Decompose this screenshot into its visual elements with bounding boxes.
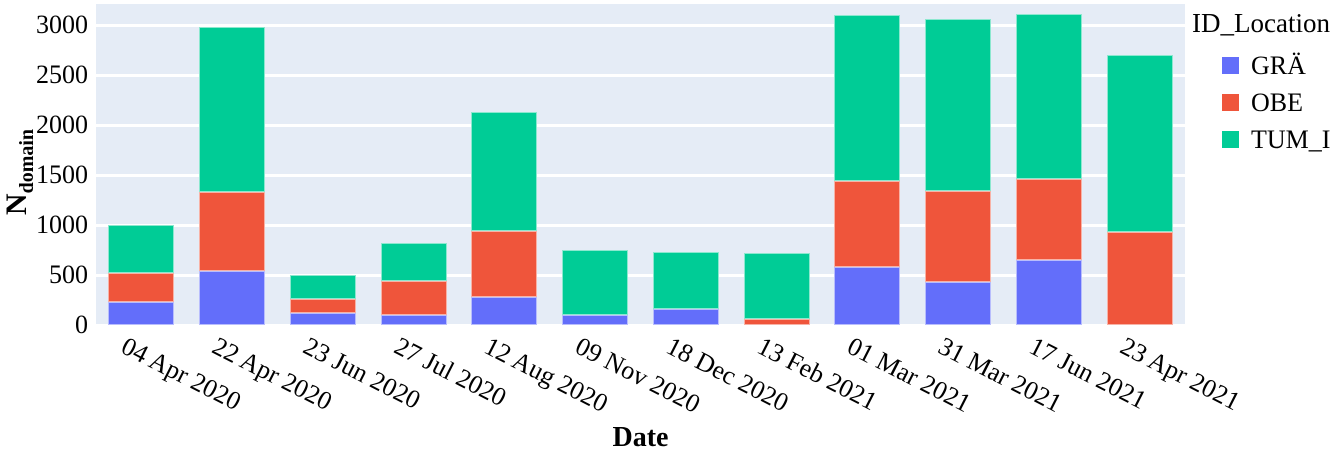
bar-segment-tum-i[interactable] bbox=[834, 15, 901, 181]
legend: ID_Location GRÄ OBE TUM_I bbox=[1192, 8, 1330, 158]
legend-item-label: OBE bbox=[1251, 87, 1303, 117]
legend-title: ID_Location bbox=[1192, 8, 1330, 38]
y-tick-label: 2000 bbox=[36, 110, 88, 139]
bar-segment-obe[interactable] bbox=[380, 281, 447, 315]
bar-segment-obe[interactable] bbox=[925, 191, 992, 282]
bar-segment-obe[interactable] bbox=[1015, 179, 1082, 260]
bar-segment-tum-i[interactable] bbox=[108, 225, 175, 273]
bar-segment-gr-[interactable] bbox=[289, 312, 356, 325]
bar-segment-obe[interactable] bbox=[743, 318, 810, 325]
bar-segment-gr-[interactable] bbox=[1015, 260, 1082, 325]
bar-segment-tum-i[interactable] bbox=[199, 27, 266, 192]
legend-item-label: TUM_I bbox=[1251, 124, 1331, 154]
legend-items: GRÄ OBE TUM_I bbox=[1192, 47, 1330, 158]
bar-segment-gr-[interactable] bbox=[562, 315, 629, 325]
bar-segment-gr-[interactable] bbox=[108, 302, 175, 325]
legend-item-gr-[interactable]: GRÄ bbox=[1192, 47, 1330, 84]
legend-item-tum-i[interactable]: TUM_I bbox=[1192, 121, 1330, 158]
legend-swatch-icon bbox=[1222, 57, 1239, 74]
bar-segment-tum-i[interactable] bbox=[562, 249, 629, 315]
x-axis-title: Date bbox=[612, 422, 669, 453]
grid-line bbox=[96, 173, 1185, 177]
bar-segment-gr-[interactable] bbox=[380, 315, 447, 325]
bar-segment-gr-[interactable] bbox=[199, 271, 266, 325]
bar-segment-obe[interactable] bbox=[108, 273, 175, 302]
y-tick-label: 1500 bbox=[36, 160, 88, 189]
y-tick-label: 500 bbox=[49, 260, 88, 289]
y-tick-label: 1000 bbox=[36, 210, 88, 239]
grid-line bbox=[96, 323, 1185, 327]
grid-line bbox=[96, 73, 1185, 77]
bar-segment-obe[interactable] bbox=[199, 192, 266, 271]
bar-segment-tum-i[interactable] bbox=[289, 275, 356, 299]
bar-segment-gr-[interactable] bbox=[834, 266, 901, 325]
grid-line bbox=[96, 273, 1185, 277]
bar-segment-gr-[interactable] bbox=[925, 282, 992, 325]
y-tick-label: 0 bbox=[75, 310, 88, 339]
bar-segment-tum-i[interactable] bbox=[471, 112, 538, 231]
legend-item-obe[interactable]: OBE bbox=[1192, 84, 1330, 121]
bar-segment-obe[interactable] bbox=[289, 298, 356, 313]
bar-segment-tum-i[interactable] bbox=[652, 252, 719, 309]
grid-line bbox=[96, 123, 1185, 127]
plot-area[interactable] bbox=[96, 4, 1185, 327]
bar-segment-gr-[interactable] bbox=[652, 308, 719, 325]
legend-swatch-icon bbox=[1222, 94, 1239, 111]
grid-line bbox=[96, 23, 1185, 27]
bar-segment-obe[interactable] bbox=[1106, 231, 1173, 325]
bar-segment-obe[interactable] bbox=[471, 231, 538, 297]
y-tick-label: 2500 bbox=[36, 60, 88, 89]
bar-segment-tum-i[interactable] bbox=[1015, 14, 1082, 179]
bar-segment-tum-i[interactable] bbox=[1106, 55, 1173, 232]
legend-item-label: GRÄ bbox=[1251, 50, 1306, 80]
y-tick-label: 3000 bbox=[36, 10, 88, 39]
bar-segment-tum-i[interactable] bbox=[743, 252, 810, 319]
legend-swatch-icon bbox=[1222, 131, 1239, 148]
bar-segment-gr-[interactable] bbox=[471, 296, 538, 325]
bar-segment-tum-i[interactable] bbox=[380, 243, 447, 281]
bar-segment-tum-i[interactable] bbox=[925, 19, 992, 191]
grid-line bbox=[96, 223, 1185, 227]
bar-segment-obe[interactable] bbox=[834, 181, 901, 267]
